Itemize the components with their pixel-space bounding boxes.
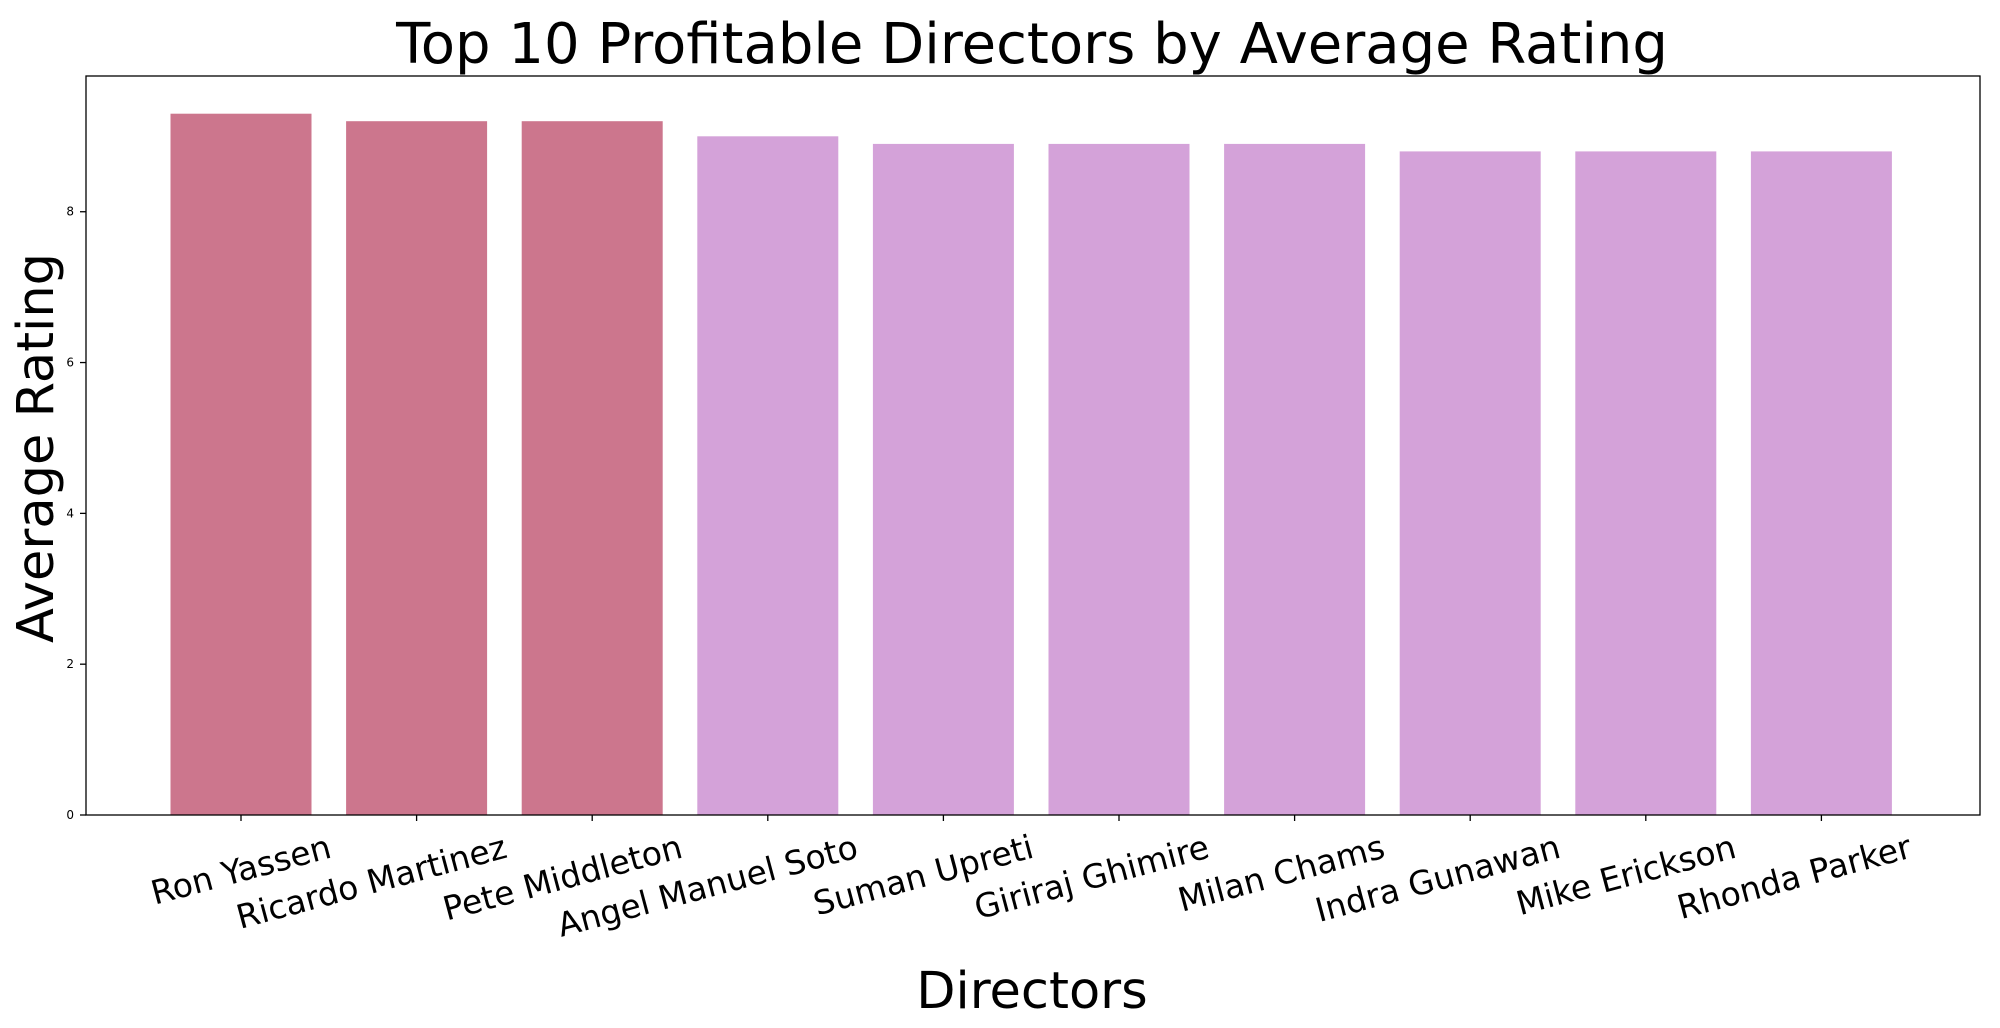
bar-indra-gunawan: [1399, 151, 1541, 815]
bar-ron-yassen: [170, 113, 312, 815]
bar-pete-middleton: [521, 121, 663, 815]
y-tick-label: 4: [66, 506, 74, 520]
y-axis-label: Average Rating: [7, 253, 66, 643]
y-tick-label: 0: [66, 808, 74, 822]
plot-frame: [85, 75, 1981, 816]
bar-ricardo-martinez: [346, 121, 488, 815]
y-tick-label: 8: [66, 205, 74, 219]
bars-group: [170, 113, 1892, 816]
bar-mike-erickson: [1575, 151, 1717, 815]
y-axis-ticks: 0 2 4 6 8: [66, 205, 86, 822]
bar-milan-chams: [1224, 143, 1366, 815]
y-tick-label: 2: [66, 657, 74, 671]
bar-rhonda-parker: [1750, 151, 1892, 815]
bar-giriraj-ghimire: [1048, 143, 1190, 815]
bar-suman-upreti: [872, 143, 1014, 815]
y-tick-label: 6: [66, 356, 74, 370]
chart-title: Top 10 Profitable Directors by Average R…: [395, 12, 1668, 77]
bar-angel-manuel-soto: [697, 136, 839, 816]
x-axis-label: Directors: [916, 962, 1147, 1021]
